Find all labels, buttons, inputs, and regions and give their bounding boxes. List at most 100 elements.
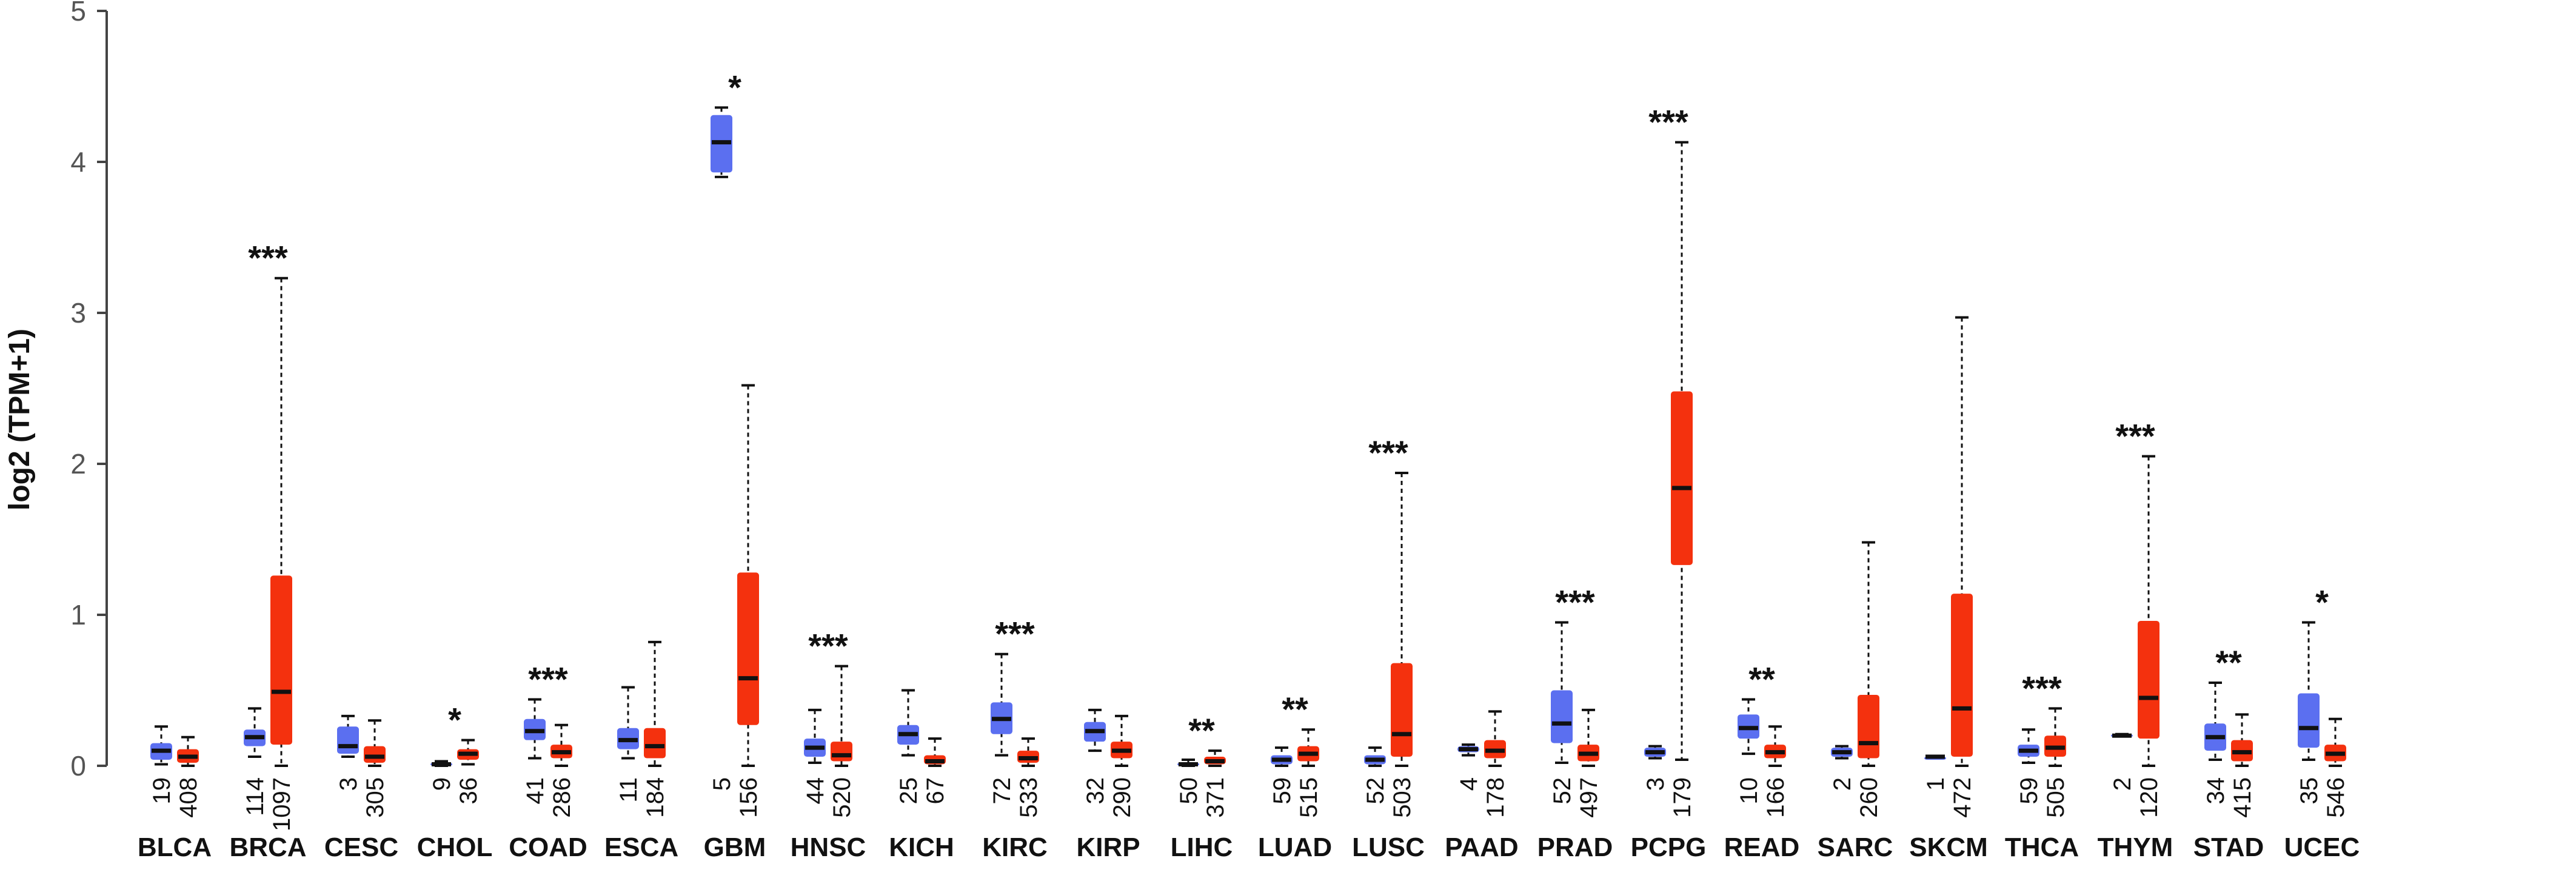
y-tick-label: 0 [70,750,86,782]
iqr-box [1551,690,1573,743]
normal-sample-count: 34 [2203,777,2229,805]
category-label: CHOL [417,832,493,862]
box-group-stad: ** [2204,643,2253,767]
box-group-luad: ** [1271,690,1319,767]
normal-sample-count: 52 [1362,777,1389,805]
box-group-prad: *** [1551,583,1599,767]
iqr-box [2298,693,2320,748]
normal-sample-count: 114 [242,777,269,816]
y-tick-label: 1 [70,599,86,631]
category-label: PRAD [1537,832,1613,862]
tumor-sample-count: 1097 [269,777,295,831]
normal-sample-count: 52 [1549,777,1576,805]
category-label: SARC [1818,832,1893,862]
normal-sample-count: 3 [1642,777,1669,791]
significance-marker: *** [1368,434,1408,472]
significance-marker: *** [528,660,568,698]
category-label: ESCA [604,832,678,862]
tumor-sample-count: 156 [735,777,762,818]
tumor-sample-count: 472 [1949,777,1976,818]
iqr-box [1951,594,1973,757]
box-group-read: ** [1738,660,1786,767]
y-tick-label: 4 [70,146,86,178]
normal-sample-count: 32 [1082,777,1109,805]
iqr-box [831,742,852,762]
box-group-kirp [1084,708,1132,767]
significance-marker: ** [1748,660,1775,698]
tumor-sample-count: 505 [2042,777,2069,818]
tumor-sample-count: 371 [1202,777,1229,818]
normal-sample-count: 72 [989,777,1015,805]
box-group-kich [897,689,946,767]
category-label: THCA [2005,832,2079,862]
tumor-sample-count: 166 [1762,777,1789,818]
tumor-sample-count: 120 [2136,777,2163,818]
significance-marker: *** [1648,103,1688,141]
tumor-sample-count: 520 [829,777,855,818]
box-group-thym: *** [2111,417,2159,767]
tumor-sample-count: 36 [455,777,482,805]
iqr-box [1391,663,1413,757]
category-label: PAAD [1445,832,1518,862]
category-label: BRCA [229,832,306,862]
category-label: THYM [2098,832,2173,862]
category-label: LIHC [1171,832,1233,862]
iqr-box [1858,694,1879,759]
significance-marker: ** [1188,711,1215,749]
normal-sample-count: 25 [895,777,922,805]
category-label: KIRC [982,832,1048,862]
plot-area: *********** ****************** ********* [150,68,2346,767]
significance-marker: * [448,701,461,739]
normal-sample-count: 59 [1269,777,1296,805]
box-group-lihc: ** [1177,711,1226,767]
normal-sample-count: 50 [1176,777,1202,805]
category-label: LUAD [1258,832,1332,862]
normal-sample-count: 5 [709,777,735,791]
box-group-kirc: *** [991,615,1039,767]
iqr-box [364,746,386,763]
significance-marker: ** [2215,643,2242,682]
significance-marker: * [2315,583,2329,621]
normal-sample-count: 2 [1829,777,1856,791]
tumor-sample-count: 305 [362,777,389,818]
tumor-sample-count: 515 [1296,777,1322,818]
category-label: GBM [704,832,766,862]
iqr-box [1671,391,1693,565]
box-group-esca [617,640,666,767]
y-tick-label: 2 [70,448,86,480]
box-group-ucec: * [2298,583,2346,767]
category-label: CESC [324,832,398,862]
box-group-sarc [1831,541,1879,767]
normal-sample-count: 19 [149,777,175,805]
tumor-sample-count: 67 [922,777,949,805]
box-group-pcpg: *** [1644,103,1693,762]
iqr-box [270,575,292,745]
significance-marker: ** [1282,690,1308,728]
category-label: KICH [889,832,954,862]
significance-marker: * [728,68,741,106]
tumor-sample-count: 286 [549,777,575,818]
iqr-box [2138,620,2159,739]
category-label: BLCA [138,832,212,862]
box-group-lusc: *** [1364,434,1413,767]
normal-sample-count: 44 [802,777,829,805]
y-tick-label: 3 [70,297,86,329]
normal-sample-count: 2 [2109,777,2136,791]
significance-marker: *** [995,615,1035,653]
iqr-box [337,726,359,754]
normal-sample-count: 10 [1736,777,1762,805]
normal-sample-count: 9 [429,777,455,791]
category-label: COAD [509,832,587,862]
significance-marker: *** [2115,417,2155,455]
tumor-sample-count: 546 [2323,777,2349,818]
tumor-sample-count: 260 [1856,777,1882,818]
box-group-coad: *** [524,660,572,767]
tumor-sample-count: 497 [1576,777,1602,818]
normal-sample-count: 11 [615,777,642,803]
tumor-sample-count: 503 [1389,777,1416,818]
category-label: READ [1724,832,1800,862]
tumor-sample-count: 179 [1669,777,1696,818]
category-label: HNSC [791,832,866,862]
tumor-sample-count: 178 [1482,777,1509,818]
